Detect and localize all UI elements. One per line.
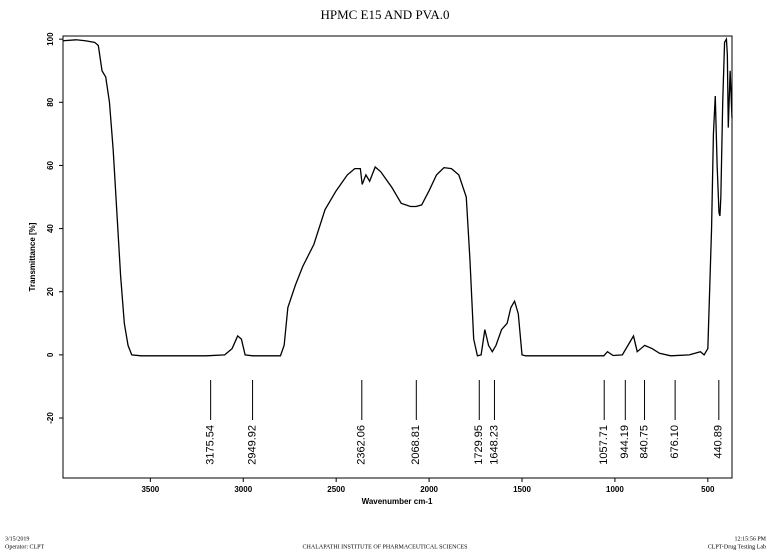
y-tick-label: -20 [46, 412, 55, 424]
footer-lab: CLPT-Drug Testing Lab [708, 544, 766, 550]
x-axis-label: Wavenumber cm-1 [362, 497, 433, 506]
footer-operator: Operator: CLPT [5, 544, 44, 550]
peak-label: 3175.54 [205, 425, 217, 465]
peak-label: 944.19 [619, 425, 631, 459]
peak-label: 2068.81 [410, 425, 422, 465]
y-tick-label: 60 [46, 160, 55, 169]
peak-label: 840.75 [638, 425, 650, 459]
x-tick-label: 1000 [606, 485, 624, 494]
peak-label: 1729.95 [473, 425, 485, 465]
spectrum-line [62, 36, 733, 357]
x-tick-label: 2000 [420, 485, 438, 494]
footer-date: 3/15/2019 [5, 536, 29, 542]
peak-label: 2362.06 [356, 425, 368, 465]
peak-label: 2949.92 [246, 425, 258, 465]
peak-label: 440.89 [713, 425, 725, 459]
plot-frame [62, 35, 733, 479]
y-tick-label: 80 [46, 97, 55, 106]
footer-time: 12:15:56 PM [734, 536, 766, 542]
peak-label: 676.10 [669, 425, 681, 459]
y-tick-label: 20 [46, 287, 55, 296]
peak-label: 1057.71 [598, 425, 610, 465]
y-tick-label: 40 [46, 224, 55, 233]
y-tick-label: 100 [46, 32, 55, 46]
x-tick-label: 500 [701, 485, 715, 494]
chart-title: HPMC E15 AND PVA.0 [320, 7, 449, 22]
footer-institute: CHALAPATHI INSTITUTE OF PHARMACEUTICAL S… [303, 544, 468, 550]
peak-label: 1648.23 [488, 425, 500, 465]
x-tick-label: 3500 [141, 485, 159, 494]
x-tick-label: 3000 [234, 485, 252, 494]
y-tick-label: 0 [46, 352, 55, 357]
x-tick-label: 2500 [327, 485, 345, 494]
y-axis-label: Transmittance [%] [28, 222, 37, 291]
x-tick-label: 1500 [513, 485, 531, 494]
